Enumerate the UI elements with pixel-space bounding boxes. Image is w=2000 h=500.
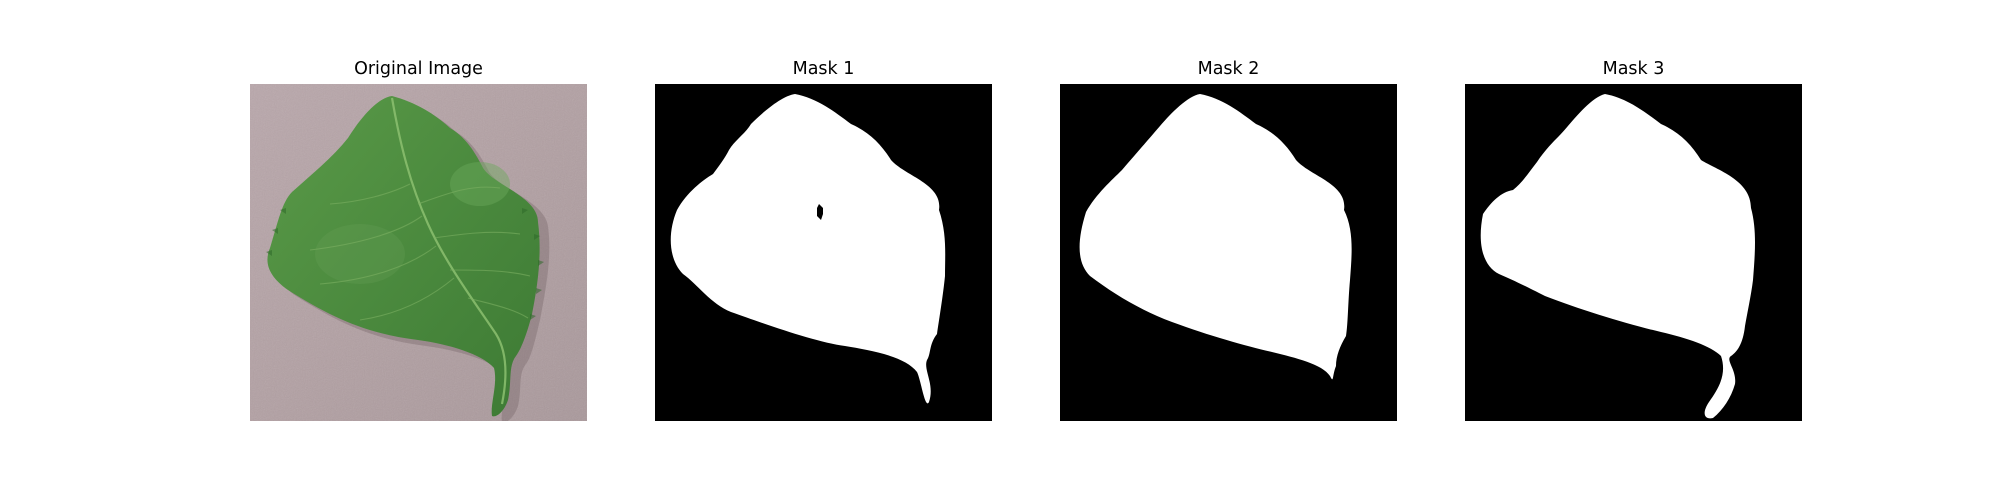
panel-title: Original Image xyxy=(354,59,483,79)
leaf-midrib xyxy=(390,97,507,405)
mask-2-image xyxy=(1060,84,1397,421)
original-leaf-image xyxy=(250,84,587,421)
panel-original-image: Original Image xyxy=(250,58,587,423)
panel-mask-2: Mask 2 xyxy=(1060,58,1397,423)
leaf xyxy=(267,96,540,417)
panel-title: Mask 3 xyxy=(1602,59,1665,79)
mask-3-image xyxy=(1465,84,1802,421)
mask-hole xyxy=(817,204,823,220)
mask-foreground-region xyxy=(1480,94,1755,419)
panel-mask-1: Mask 1 xyxy=(655,58,992,423)
mask-foreground-region xyxy=(670,94,946,404)
panel-title: Mask 2 xyxy=(1197,59,1260,79)
panel-title: Mask 1 xyxy=(792,59,855,79)
mask-foreground-region xyxy=(1079,94,1352,380)
panel-mask-3: Mask 3 xyxy=(1465,58,1802,423)
mask-1-image xyxy=(655,84,992,421)
